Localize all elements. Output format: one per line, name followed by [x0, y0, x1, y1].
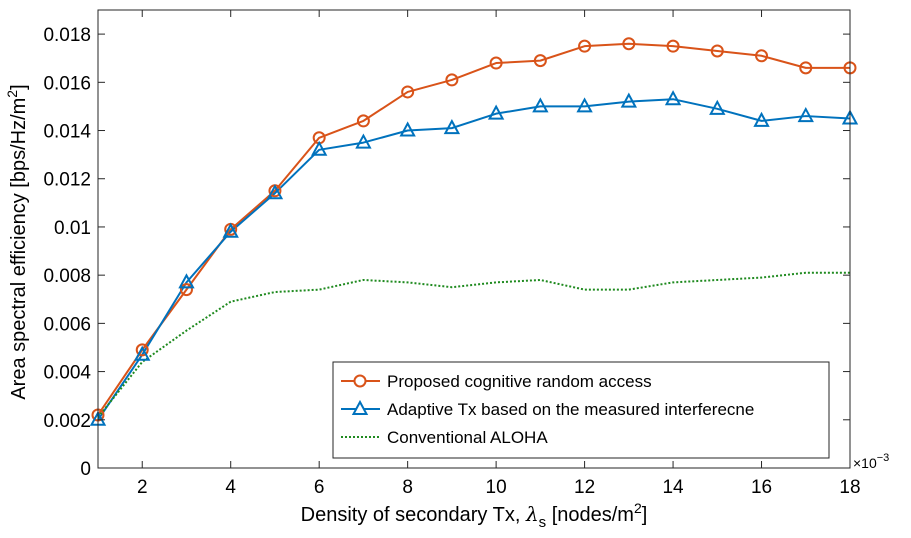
x-axis-multiplier: ×10−3: [853, 452, 889, 471]
y-tick-label: 0.006: [43, 314, 91, 335]
y-tick-label: 0: [80, 459, 91, 480]
y-tick-label: 0.01: [54, 218, 91, 239]
series-line-1: [97, 98, 851, 421]
x-tick-label: 14: [662, 477, 684, 498]
legend-marker-triangle: [351, 399, 369, 415]
x-axis-label-main: Density of secondary Tx,: [301, 504, 526, 526]
y-axis-label-main: Area spectral efficiency [bps/Hz/m: [8, 98, 30, 400]
data-point-triangle: [134, 345, 151, 361]
legend-marker-circle: [353, 374, 367, 388]
y-tick-label: 0.012: [43, 170, 91, 191]
data-point-triangle: [797, 106, 814, 123]
data-point-triangle: [399, 121, 416, 137]
data-point-circle: [401, 85, 415, 99]
data-point-triangle: [753, 111, 770, 127]
data-point-circle: [578, 39, 592, 53]
x-axis-label-units: [nodes/m: [546, 504, 634, 526]
data-point-triangle: [664, 90, 682, 106]
data-point-triangle: [576, 97, 593, 113]
x-axis-label-symbol: λ: [525, 502, 539, 526]
series-lines: [97, 42, 851, 421]
legend-label-proposed: Proposed cognitive random access: [387, 372, 652, 391]
data-point-circle: [135, 343, 149, 357]
y-axis-ticks: 0 0.002 0.004 0.006 0.008 0.01 0.012 0.014 0.016…: [43, 25, 850, 480]
data-point-triangle: [620, 92, 638, 108]
data-point-circle: [533, 54, 547, 68]
y-tick-label: 0.008: [43, 266, 91, 287]
x-tick-label: 4: [225, 477, 236, 498]
data-point-circle: [489, 56, 503, 70]
y-tick-label: 0.004: [43, 363, 91, 384]
data-point-triangle: [178, 273, 195, 289]
y-axis-label-close: ]: [8, 84, 30, 90]
y-axis-label-sup: 2: [4, 90, 20, 98]
series-line-2: [97, 271, 850, 419]
y-tick-label: 0.002: [43, 411, 91, 432]
y-axis-label: Area spectral efficiency [bps/Hz/m2]: [4, 84, 30, 399]
data-point-triangle: [709, 99, 726, 115]
x-tick-label: 12: [574, 477, 595, 498]
x-axis-label-close: ]: [642, 504, 648, 526]
x-tick-label: 18: [839, 477, 860, 498]
series-markers: [89, 37, 859, 426]
legend-entry-adaptive: Adaptive Tx based on the measured interf…: [341, 399, 754, 419]
data-point-triangle: [355, 133, 372, 149]
data-point-triangle: [222, 222, 239, 238]
x-axis-label-sup: 2: [634, 500, 642, 516]
legend-box: [332, 361, 830, 459]
y-tick-label: 0.018: [43, 25, 91, 46]
x-tick-label: 2: [137, 477, 148, 498]
y-tick-label: 0.014: [43, 122, 91, 143]
data-point-triangle: [487, 104, 505, 120]
data-point-circle: [622, 37, 636, 51]
data-point-circle: [799, 61, 813, 75]
x-multiplier-exp: −3: [877, 452, 890, 464]
legend-label-aloha: Conventional ALOHA: [387, 428, 548, 447]
data-point-triangle: [310, 140, 328, 156]
x-tick-label: 8: [402, 477, 413, 498]
legend-entry-aloha: Conventional ALOHA: [341, 428, 548, 447]
x-axis-label-sub: s: [539, 514, 547, 531]
legend: Proposed cognitive random access Adaptiv…: [332, 361, 830, 459]
data-point-circle: [179, 283, 193, 297]
x-axis-ticks: 2 4 6 8 10 12 14 16 18: [137, 10, 861, 498]
data-point-circle: [666, 39, 680, 53]
x-tick-label: 6: [314, 477, 325, 498]
x-axis-label: Density of secondary Tx, λs [nodes/m2]: [301, 500, 648, 531]
data-point-circle: [710, 44, 724, 58]
plot-frame: [97, 9, 851, 469]
data-point-triangle: [443, 119, 461, 135]
data-point-circle: [445, 73, 459, 87]
legend-label-adaptive: Adaptive Tx based on the measured interf…: [387, 400, 754, 419]
x-tick-label: 10: [486, 477, 507, 498]
data-point-triangle: [266, 184, 284, 200]
y-tick-label: 0.016: [43, 73, 91, 94]
data-point-circle: [755, 49, 769, 63]
x-tick-label: 16: [751, 477, 772, 498]
data-point-triangle: [532, 97, 549, 113]
x-multiplier-base: ×10: [853, 455, 877, 471]
legend-entry-proposed: Proposed cognitive random access: [341, 372, 652, 391]
data-point-circle: [356, 114, 370, 128]
